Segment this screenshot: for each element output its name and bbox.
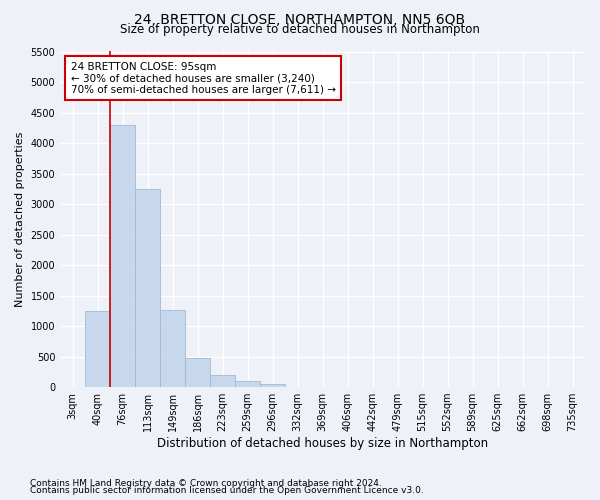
Text: Size of property relative to detached houses in Northampton: Size of property relative to detached ho… [120, 22, 480, 36]
Bar [235, 381, 260, 387]
Bar [135, 189, 160, 387]
Y-axis label: Number of detached properties: Number of detached properties [15, 132, 25, 307]
Bar [260, 384, 285, 387]
Bar [160, 310, 185, 387]
Bar [85, 311, 110, 387]
Text: Contains public sector information licensed under the Open Government Licence v3: Contains public sector information licen… [30, 486, 424, 495]
Text: 24 BRETTON CLOSE: 95sqm
← 30% of detached houses are smaller (3,240)
70% of semi: 24 BRETTON CLOSE: 95sqm ← 30% of detache… [71, 62, 335, 95]
X-axis label: Distribution of detached houses by size in Northampton: Distribution of detached houses by size … [157, 437, 488, 450]
Text: Contains HM Land Registry data © Crown copyright and database right 2024.: Contains HM Land Registry data © Crown c… [30, 478, 382, 488]
Bar [110, 124, 135, 387]
Bar [210, 375, 235, 387]
Bar [185, 358, 210, 387]
Text: 24, BRETTON CLOSE, NORTHAMPTON, NN5 6QB: 24, BRETTON CLOSE, NORTHAMPTON, NN5 6QB [134, 12, 466, 26]
